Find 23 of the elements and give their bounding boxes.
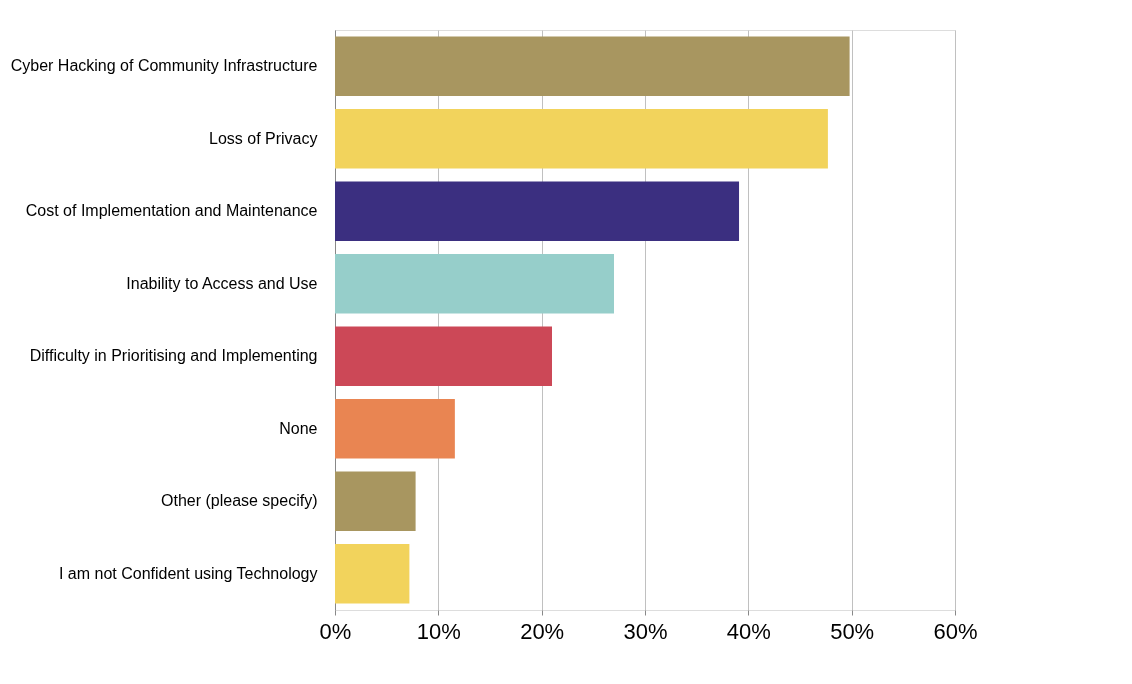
y-tick-label: Difficulty in Prioritising and Implementing (29, 347, 318, 365)
bar (335, 399, 455, 459)
y-tick-label: Other (please specify) (160, 492, 318, 510)
bar (335, 109, 828, 169)
y-tick-label: Cost of Implementation and Maintenance (25, 202, 318, 220)
y-tick-label: Inability to Access and Use (126, 274, 318, 292)
x-tick-label: 40% (726, 618, 771, 644)
x-tick-label: 0% (319, 618, 352, 644)
x-tick-label: 60% (933, 618, 978, 644)
bar (335, 471, 416, 531)
bar (335, 544, 410, 604)
bar (335, 326, 552, 386)
x-tick-label: 50% (830, 618, 875, 644)
x-tick-label: 20% (520, 618, 565, 644)
bar (335, 181, 740, 241)
y-tick-label: I am not Confident using Technology (58, 564, 318, 582)
y-tick-label: None (279, 419, 318, 437)
x-tick-label: 30% (623, 618, 668, 644)
x-tick-label: 10% (416, 618, 461, 644)
bar (335, 36, 850, 96)
y-tick-label: Cyber Hacking of Community Infrastructure (10, 57, 318, 75)
bar (335, 254, 614, 314)
y-tick-label: Loss of Privacy (209, 129, 318, 147)
